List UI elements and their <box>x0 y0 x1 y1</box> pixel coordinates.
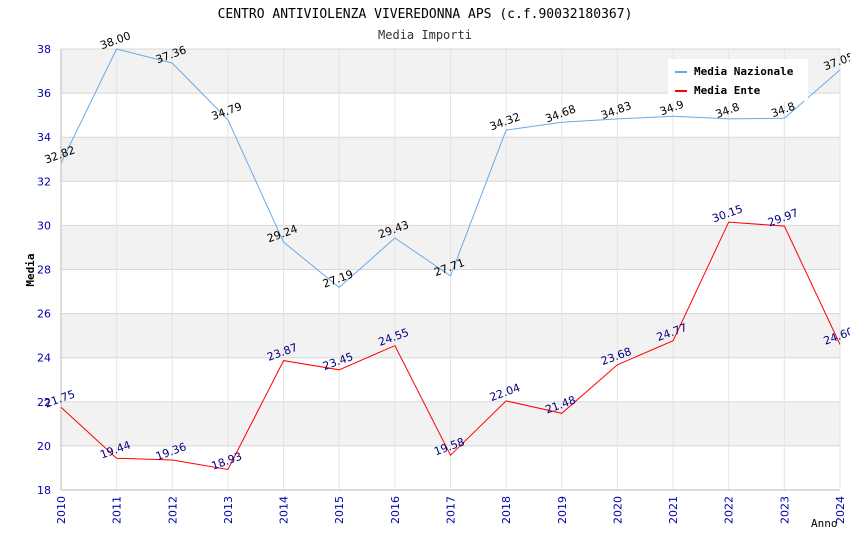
x-tick-label: 2019 <box>556 496 569 524</box>
legend-label-nazionale: Media Nazionale <box>694 65 794 78</box>
y-tick-label: 34 <box>37 131 51 144</box>
data-label-nazionale: 34.8 <box>769 100 796 121</box>
y-tick-label: 24 <box>37 352 51 365</box>
x-tick-label: 2013 <box>222 496 235 524</box>
data-label-nazionale: 34.32 <box>488 110 522 133</box>
x-tick-label: 2010 <box>55 496 68 524</box>
series-lines <box>60 48 841 471</box>
x-tick-label: 2020 <box>611 496 624 524</box>
data-label-nazionale: 34.79 <box>210 100 244 123</box>
data-label-nazionale: 27.19 <box>321 268 355 291</box>
x-tick-label: 2022 <box>723 496 736 524</box>
y-tick-label: 30 <box>37 219 51 232</box>
x-tick-label: 2012 <box>166 496 179 524</box>
x-tick-label: 2023 <box>778 496 791 524</box>
y-tick-label: 18 <box>37 484 51 497</box>
legend-box <box>668 59 808 101</box>
plot-axes <box>60 49 840 491</box>
y-axis-label: Media <box>24 253 37 286</box>
y-tick-label: 32 <box>37 175 51 188</box>
x-tick-label: 2018 <box>500 496 513 524</box>
x-axis-label: Anno <box>811 517 838 530</box>
x-tick-label: 2024 <box>834 496 847 524</box>
y-tick-label: 26 <box>37 308 51 321</box>
legend: Media Nazionale Media Ente <box>668 59 808 101</box>
chart-title: CENTRO ANTIVIOLENZA VIVEREDONNA APS (c.f… <box>218 7 633 22</box>
data-label-nazionale: 34.8 <box>714 100 741 121</box>
legend-label-ente: Media Ente <box>694 84 761 97</box>
plot-grid <box>60 48 841 491</box>
x-tick-label: 2014 <box>278 496 291 524</box>
y-tick-label: 20 <box>37 440 51 453</box>
x-tick-label: 2021 <box>667 496 680 524</box>
x-tick-label: 2017 <box>445 496 458 524</box>
data-label-ente: 22.04 <box>488 381 522 404</box>
x-tick-label: 2016 <box>389 496 402 524</box>
x-tick-label: 2015 <box>333 496 346 524</box>
chart-subtitle: Media Importi <box>378 28 472 42</box>
x-tick-label: 2011 <box>111 496 124 524</box>
y-tick-label: 38 <box>37 43 51 56</box>
y-tick-label: 22 <box>37 396 51 409</box>
data-label-ente: 30.15 <box>710 202 744 225</box>
x-tick-labels: 2010 2011 2012 2013 2014 2015 2016 2017 2018 2019… <box>55 496 847 524</box>
y-tick-label: 36 <box>37 87 51 100</box>
y-tick-label: 28 <box>37 264 51 277</box>
y-tick-labels: 18 20 22 24 26 28 30 32 34 36 38 <box>37 43 51 497</box>
